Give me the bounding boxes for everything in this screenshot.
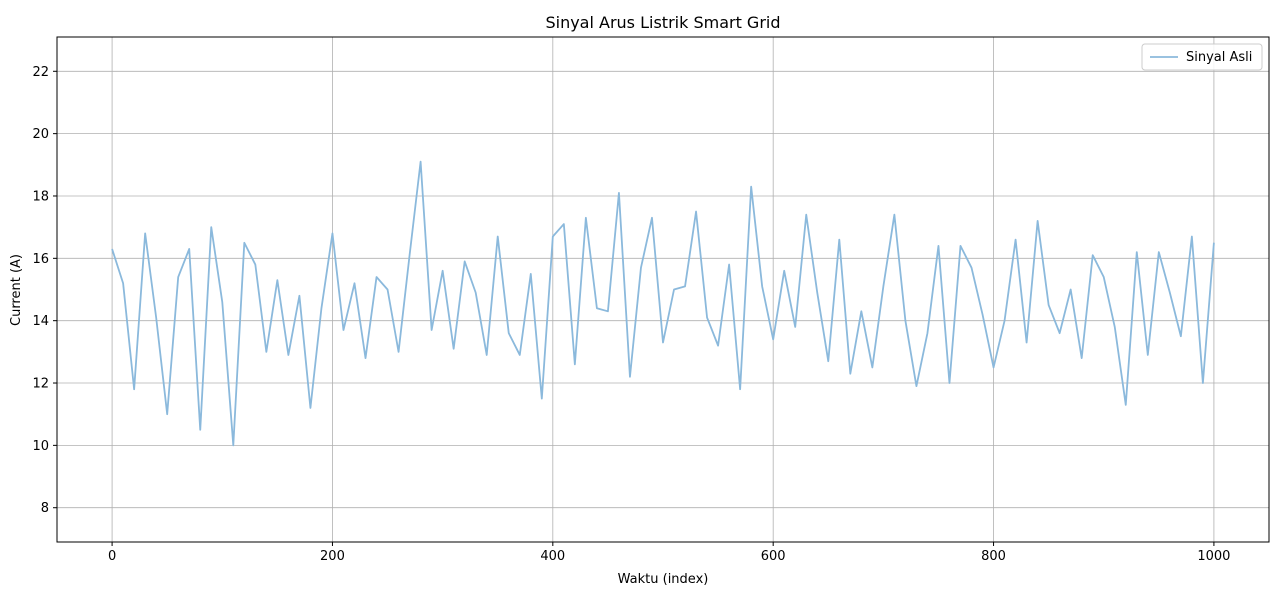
y-tick-label: 14 [32, 314, 49, 329]
x-axis-label: Waktu (index) [618, 572, 709, 587]
legend: Sinyal Asli [1141, 43, 1263, 71]
series-line-sinyal-asli [111, 160, 1215, 447]
y-tick-label: 10 [32, 439, 49, 454]
axis-ticks: 0 200 400 600 800 1000 8 10 12 14 16 18 20 22 [32, 65, 1230, 564]
x-tick-label: 1000 [1197, 549, 1230, 564]
x-tick-label: 800 [981, 549, 1006, 564]
plot-frame [56, 36, 1270, 543]
y-tick-label: 18 [32, 189, 49, 204]
y-tick-label: 12 [32, 377, 49, 392]
y-tick-label: 16 [32, 252, 49, 267]
x-tick-label: 200 [320, 549, 345, 564]
y-axis-label: Current (A) [9, 254, 24, 326]
y-tick-label: 20 [32, 127, 49, 142]
y-tick-label: 22 [32, 65, 49, 80]
x-tick-label: 0 [108, 549, 116, 564]
y-tick-label: 8 [41, 501, 49, 516]
series-layer [111, 160, 1215, 447]
chart-title: Sinyal Arus Listrik Smart Grid [545, 13, 780, 32]
x-tick-label: 400 [540, 549, 565, 564]
x-tick-label: 600 [761, 549, 786, 564]
grid [57, 37, 1269, 542]
legend-box [1141, 43, 1263, 71]
legend-label: Sinyal Asli [1186, 50, 1252, 65]
